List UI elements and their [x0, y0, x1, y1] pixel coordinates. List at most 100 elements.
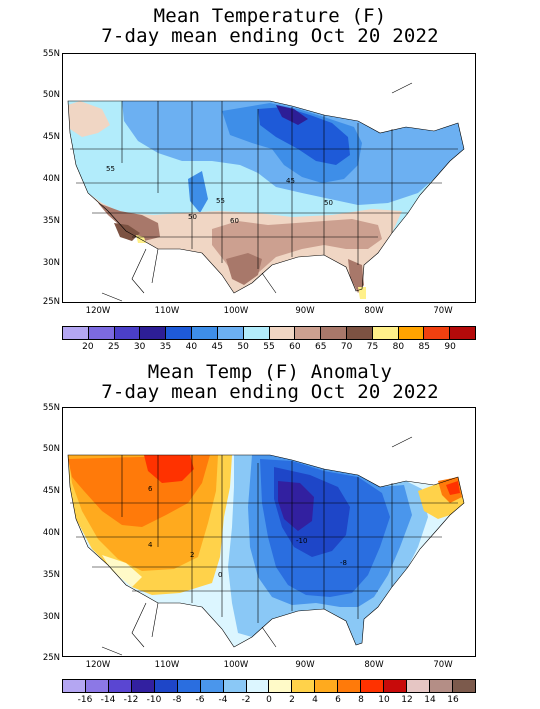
lat-label: 35N	[42, 570, 60, 580]
contour-label: -10	[296, 537, 307, 545]
lat-label: 30N	[42, 258, 60, 268]
legend-label: 30	[133, 342, 146, 352]
legend-label: 65	[315, 342, 327, 352]
legend-swatch	[269, 680, 293, 692]
top-title-line1: Mean Temperature (F)	[153, 5, 387, 27]
legend-label: 2	[289, 695, 295, 705]
lat-label: 50N	[42, 90, 60, 100]
legend-label: 14	[424, 695, 436, 705]
legend-label: 60	[289, 342, 301, 352]
lat-label: 35N	[42, 216, 60, 226]
contour-label: 55	[106, 165, 115, 173]
legend-swatch	[346, 327, 373, 339]
legend-label: 25	[108, 342, 120, 352]
legend-swatch	[246, 680, 270, 692]
legend-label: -10	[146, 695, 162, 705]
temperature-anomaly-map: 6 4 2 0 -10 -8	[62, 407, 476, 657]
legend-label: -16	[77, 695, 93, 705]
contour-label: 0	[218, 571, 222, 579]
legend-swatch	[114, 327, 141, 339]
legend-label: 10	[378, 695, 390, 705]
lon-label: 100W	[223, 660, 249, 670]
legend-label: 50	[237, 342, 249, 352]
legend-label: -2	[241, 695, 251, 705]
legend-swatch	[200, 680, 224, 692]
warm-zone-70-sw	[98, 203, 160, 241]
legend-swatch	[398, 327, 425, 339]
legend-swatch	[321, 327, 347, 339]
lon-label: 90W	[295, 660, 315, 670]
contour-label: 50	[324, 199, 333, 207]
contour-label: 4	[148, 541, 153, 549]
legend-label: 4	[312, 695, 318, 705]
anom-sw-0	[102, 555, 142, 587]
lon-label: 110W	[154, 660, 180, 670]
cool-zone-35	[258, 107, 350, 165]
legend-swatch	[88, 327, 115, 339]
legend-label: 70	[340, 342, 353, 352]
bottom-title-line2: 7-day mean ending Oct 20 2022	[101, 381, 439, 403]
warm-zone-70-tx	[226, 253, 262, 285]
legend-swatch	[223, 680, 247, 692]
legend-swatch	[243, 327, 270, 339]
legend-swatch	[430, 680, 453, 692]
lon-label: 80W	[364, 306, 384, 316]
legend-label: 20	[82, 342, 94, 352]
contour-label: 2	[190, 551, 194, 559]
legend-swatch	[154, 680, 178, 692]
warm-zone-60-nw	[68, 101, 110, 137]
legend-label: 80	[392, 342, 405, 352]
legend-swatch	[131, 680, 155, 692]
legend-label: 45	[211, 342, 223, 352]
legend-swatch	[140, 327, 167, 339]
anom-ne-10	[446, 481, 460, 495]
anom-east-10	[278, 481, 314, 531]
legend-label: 8	[358, 695, 364, 705]
legend-label: 12	[401, 695, 413, 705]
legend-label: 90	[444, 342, 456, 352]
legend-label: 75	[366, 342, 379, 352]
legend-label: 55	[263, 342, 275, 352]
lat-label: 55N	[42, 49, 60, 59]
legend-swatch	[269, 327, 296, 339]
contour-label: 50	[188, 213, 197, 221]
lon-label: 70W	[433, 660, 453, 670]
lat-label: 50N	[42, 444, 60, 454]
legend-label: 40	[185, 342, 198, 352]
legend-swatch	[63, 680, 86, 692]
legend-swatch	[450, 327, 475, 339]
legend-swatch	[292, 680, 316, 692]
lat-label: 45N	[42, 132, 60, 142]
temperature-anomaly-panel: Mean Temp (F) Anomaly 7-day mean ending …	[0, 356, 540, 709]
contour-label: 55	[216, 197, 225, 205]
legend-swatch	[384, 680, 408, 692]
lon-label: 100W	[223, 306, 249, 316]
legend-label: 6	[335, 695, 341, 705]
legend-label: -14	[100, 695, 116, 705]
legend-swatch	[108, 680, 132, 692]
contour-label: 6	[148, 485, 153, 493]
legend-label: -12	[123, 695, 139, 705]
legend-label: 16	[447, 695, 459, 705]
legend-swatch	[424, 327, 451, 339]
bottom-title-line1: Mean Temp (F) Anomaly	[147, 361, 393, 383]
lat-label: 55N	[42, 403, 60, 413]
lat-label: 40N	[42, 528, 60, 538]
anom-west-8	[144, 455, 194, 483]
legend-label: 0	[266, 695, 272, 705]
lat-label: 25N	[42, 653, 60, 663]
lat-label: 40N	[42, 174, 60, 184]
legend-swatch	[85, 680, 109, 692]
cool-zone-40b	[188, 171, 208, 213]
legend-swatch	[166, 327, 193, 339]
warm-zone-75-sw	[114, 223, 140, 241]
warm-zone-fl-tip	[358, 287, 366, 299]
legend-swatch	[295, 327, 322, 339]
legend-label: -4	[218, 695, 228, 705]
legend-swatch	[361, 680, 385, 692]
anomaly-legend	[62, 679, 476, 693]
legend-swatch	[338, 680, 362, 692]
legend-label: 85	[418, 342, 430, 352]
lon-label: 70W	[433, 306, 453, 316]
temperature-legend	[62, 326, 476, 340]
